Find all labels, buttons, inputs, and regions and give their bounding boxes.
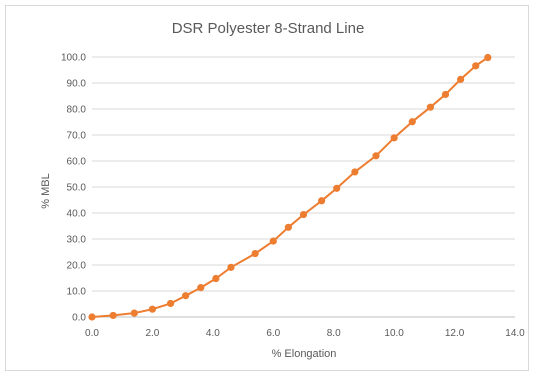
x-tick-label: 8.0 (327, 328, 341, 339)
x-tick-labels: 0.0 2.0 4.0 6.0 8.0 10.0 12.0 14.0 (85, 328, 525, 339)
y-tick-label: 80.0 (67, 105, 87, 116)
x-tick-label: 4.0 (206, 328, 220, 339)
x-tick-label: 10.0 (384, 328, 404, 339)
data-point (197, 284, 205, 292)
chart-title: DSR Polyester 8-Strand Line (172, 20, 365, 37)
data-point (390, 134, 398, 142)
data-point (130, 309, 138, 317)
y-tick-label: 60.0 (67, 157, 87, 168)
series-points (88, 53, 492, 321)
data-point (166, 299, 175, 308)
y-tick-label: 50.0 (67, 183, 87, 194)
data-point (441, 90, 450, 99)
y-tick-label: 90.0 (67, 79, 87, 90)
x-tick-label: 6.0 (266, 328, 280, 339)
data-point (88, 313, 96, 321)
y-tick-label: 20.0 (67, 261, 87, 272)
data-point (284, 223, 292, 231)
x-tick-label: 12.0 (445, 328, 465, 339)
data-point (227, 263, 235, 271)
data-point (318, 197, 326, 205)
data-point (484, 53, 492, 62)
data-point (472, 62, 480, 70)
data-point (351, 168, 359, 176)
data-point (372, 152, 380, 160)
chart-svg: DSR Polyester 8-Strand Line 0.0 2.0 4.0 6.0… (40, 20, 525, 360)
data-point (109, 311, 117, 320)
data-point (457, 75, 465, 83)
x-tick-label: 2.0 (145, 328, 159, 339)
y-tick-label: 40.0 (67, 209, 87, 220)
data-point (408, 118, 416, 126)
x-tick-label: 14.0 (505, 328, 525, 339)
y-tick-label: 100.0 (61, 53, 86, 64)
data-point (333, 184, 341, 192)
data-point (212, 274, 220, 283)
x-tick-label: 0.0 (85, 328, 99, 339)
grid-layer (92, 56, 515, 318)
y-tick-labels: 0.0 10.0 20.0 30.0 40.0 50.0 60.0 70.0 80.0 90.0 1… (61, 53, 86, 324)
x-axis-label: % Elongation (272, 348, 337, 360)
y-tick-label: 0.0 (72, 313, 86, 324)
data-point (299, 210, 308, 219)
y-tick-label: 70.0 (67, 131, 87, 142)
chart-frame: DSR Polyester 8-Strand Line 0.0 2.0 4.0 6.0… (5, 5, 529, 371)
data-point (269, 237, 277, 245)
y-tick-label: 10.0 (67, 287, 87, 298)
data-point (251, 249, 259, 258)
data-point (148, 305, 157, 313)
y-tick-label: 30.0 (67, 235, 87, 246)
y-axis-label: % MBL (40, 173, 52, 208)
data-point (182, 292, 190, 300)
data-point (426, 103, 434, 111)
